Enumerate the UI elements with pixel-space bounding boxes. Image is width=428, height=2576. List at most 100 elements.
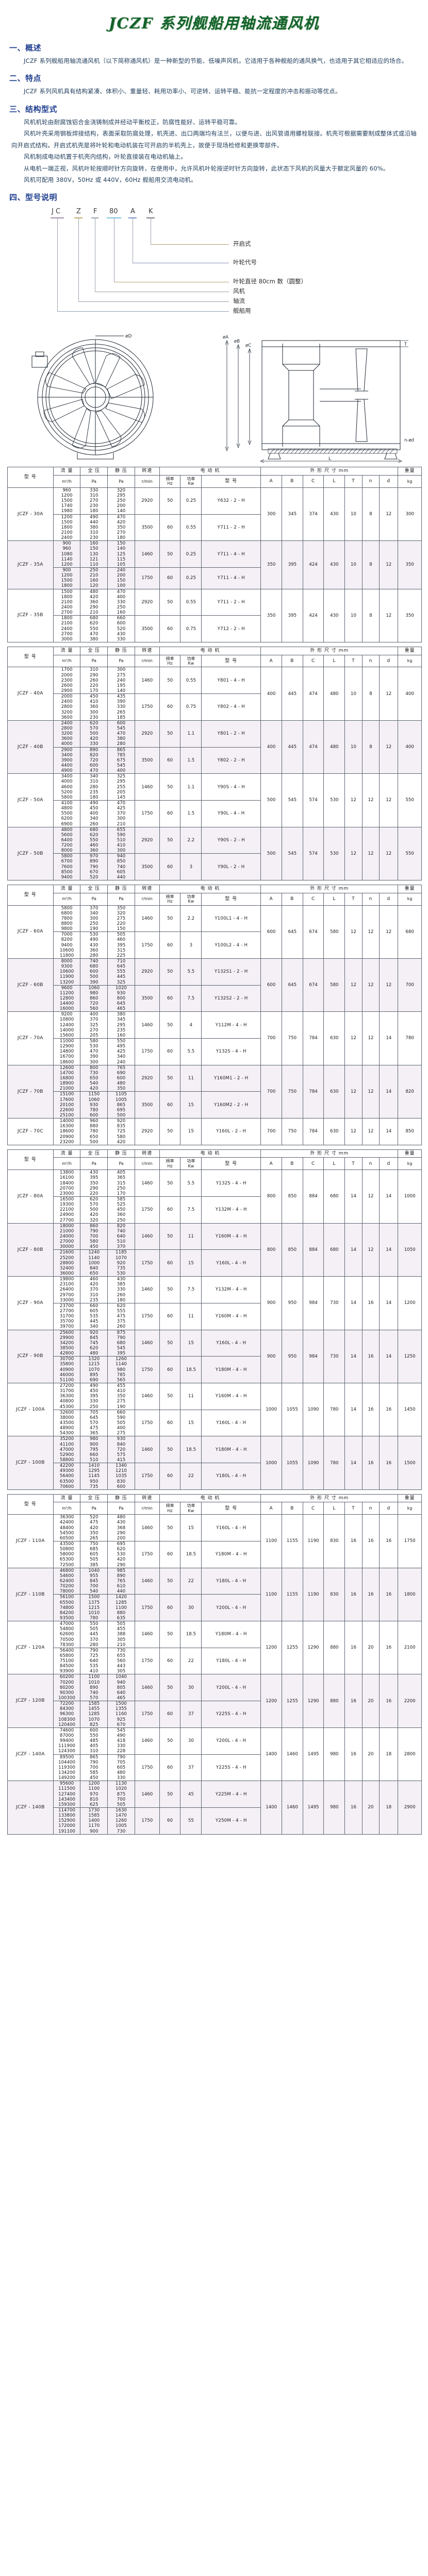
th-power: 功率 Kw bbox=[180, 892, 202, 906]
cell-static-pressure: 660 600 520 430 330 bbox=[107, 615, 135, 642]
cell-motor-type: Y802 - 4 - H bbox=[201, 693, 261, 721]
cell-flow: 60200 70200 80200 90300 100300 bbox=[53, 1674, 81, 1702]
cell-flow: 47000 54800 62600 70500 78300 bbox=[53, 1621, 81, 1648]
th-dim-c: C bbox=[302, 654, 324, 668]
cell-motor-type: Y132S - 4 - H bbox=[201, 1170, 261, 1197]
table-row: JCZF - 120B 60200 70200 80200 90300 100300 110… bbox=[7, 1674, 422, 1728]
cell-speed: 1750 bbox=[134, 1647, 160, 1675]
cell-total-pressure: 550 505 445 370 280 bbox=[80, 1621, 108, 1648]
spec-table-block: 型 号流 量全 压静 压转速电 动 机外 形 尺 寸 mm 重量 m³/h Pa Pa r… bbox=[7, 1494, 422, 1835]
cell-model: JCZF - 90B bbox=[7, 1329, 54, 1383]
cell-total-pressure: 705 645 570 475 365 bbox=[80, 1409, 108, 1437]
cell-dim-t: 14 bbox=[344, 1436, 363, 1490]
cell-dim-l: 830 bbox=[323, 1514, 345, 1568]
cell-speed: 1750 bbox=[134, 1038, 160, 1065]
cell-dim-c: 1190 bbox=[302, 1514, 324, 1568]
table-2: 型 号流 量全 压静 压转速电 动 机外 形 尺 寸 mm 重量 m³/h Pa Pa r… bbox=[7, 646, 422, 881]
cell-dim-a: 800 bbox=[260, 1170, 282, 1224]
cell-freq: 50 bbox=[159, 1781, 181, 1808]
cell-motor-type: Y712 - 2 - H bbox=[201, 615, 261, 642]
cell-motor-type: Y250M - 4 - H bbox=[201, 1807, 261, 1835]
cell-flow: 5800 6700 7600 8500 9400 bbox=[53, 853, 81, 881]
table-row: 2900 3400 3900 4400 4900 890 820 720 600 470 865 78… bbox=[8, 747, 422, 774]
cell-speed: 1460 bbox=[134, 1276, 160, 1303]
cell-power: 37 bbox=[180, 1754, 202, 1782]
th-flow: 流 量 bbox=[53, 1149, 81, 1158]
cell-motor-type: Y100L1 - 4 - H bbox=[201, 905, 261, 933]
cell-dim-b: 950 bbox=[282, 1276, 303, 1330]
svg-text:L: L bbox=[328, 456, 331, 462]
th-total-pressure: 全 压 bbox=[80, 885, 108, 893]
cell-dim-l: 780 bbox=[323, 1382, 345, 1437]
cell-total-pressure: 480 420 360 290 210 bbox=[80, 588, 108, 616]
table-row: JCZF - 70A 9200 10800 12400 14000 15600 400 370… bbox=[7, 1011, 422, 1065]
cell-weight: 300 bbox=[398, 487, 422, 541]
cell-static-pressure: 600 545 470 380 280 bbox=[107, 720, 135, 748]
cell-static-pressure: 470 425 370 300 210 bbox=[107, 800, 135, 827]
table-row: 15100 17600 20100 22600 25100 1150 1060 930 780 6… bbox=[8, 1091, 422, 1119]
table-row: 900 1200 1500 1800 250 210 160 120 240 200 150 100 1… bbox=[8, 567, 422, 589]
cell-motor-type: Y801 - 4 - H bbox=[201, 667, 261, 694]
th-motor-type: 型 号 bbox=[201, 654, 261, 668]
th-weight: 重量 bbox=[398, 885, 422, 893]
cell-power: 15 bbox=[180, 1329, 202, 1357]
cell-power: 5.5 bbox=[180, 1170, 202, 1197]
table-row: 43500 50800 58000 65300 72500 750 685 605 505 385… bbox=[8, 1540, 422, 1568]
cell-motor-type: Y90L - 2 - H bbox=[201, 853, 261, 881]
cell-dim-a: 500 bbox=[260, 826, 282, 881]
th-dim-t: T bbox=[344, 1502, 363, 1515]
cell-freq: 60 bbox=[159, 931, 181, 959]
th-dims-group: 外 形 尺 寸 mm bbox=[260, 467, 399, 476]
cell-dim-n: 16 bbox=[361, 1567, 380, 1622]
cell-freq: 60 bbox=[159, 800, 181, 827]
th-flow-unit: m³/h bbox=[53, 1502, 81, 1515]
cell-dim-d: 16 bbox=[379, 1674, 399, 1728]
table-row: JCZF - 110A 36300 42400 48400 54500 60500 520 4… bbox=[7, 1514, 422, 1568]
cell-power: 5.5 bbox=[180, 1038, 202, 1065]
cell-weight: 1200 bbox=[398, 1276, 422, 1330]
model-letter-f: F bbox=[93, 208, 97, 216]
th-total-pressure: 全 压 bbox=[80, 1149, 108, 1158]
th-motor-group: 电 动 机 bbox=[159, 467, 261, 476]
cell-flow: 900 960 1080 1140 1200 bbox=[53, 540, 81, 568]
cell-dim-c: 784 bbox=[302, 1064, 324, 1119]
cell-model: JCZF - 30A bbox=[7, 487, 54, 541]
cell-dim-d: 12 bbox=[379, 588, 399, 642]
cell-dim-n: 20 bbox=[361, 1674, 380, 1728]
cell-power: 2.2 bbox=[180, 905, 202, 933]
model-letter-a: A bbox=[130, 208, 135, 216]
cell-power: 11 bbox=[180, 1223, 202, 1250]
cell-freq: 60 bbox=[159, 1701, 181, 1728]
cell-freq: 60 bbox=[159, 693, 181, 721]
th-model: 型 号 bbox=[7, 885, 54, 906]
spec-table-block: 型 号流 量全 压静 压转速电 动 机外 形 尺 寸 mm 重量 m³/h Pa Pa r… bbox=[7, 467, 422, 642]
cell-dim-c: 574 bbox=[302, 773, 324, 827]
cell-static-pressure: 545 490 418 330 228 bbox=[107, 1727, 135, 1755]
cell-total-pressure: 250 210 160 120 bbox=[80, 567, 108, 589]
cell-motor-type: Y132S2 - 2 - H bbox=[201, 985, 261, 1012]
cell-flow: 74600 87000 99400 111900 124300 bbox=[53, 1727, 81, 1755]
svg-text:øD: øD bbox=[125, 334, 132, 339]
th-dim-b: B bbox=[282, 1157, 303, 1171]
th-total-pressure-unit: Pa bbox=[80, 1157, 108, 1171]
cell-flow: 16500 19300 22100 24900 27700 bbox=[53, 1196, 81, 1224]
cell-dim-b: 1055 bbox=[282, 1382, 303, 1437]
cell-freq: 60 bbox=[159, 1196, 181, 1224]
section-heading-structure: 三、结构型式 bbox=[9, 104, 58, 114]
th-freq: 频率 Hz bbox=[159, 1502, 181, 1515]
cell-flow: 43500 50800 58000 65300 72500 bbox=[53, 1540, 81, 1568]
cell-weight: 2900 bbox=[398, 1781, 422, 1835]
th-dim-c: C bbox=[302, 1157, 324, 1171]
th-speed: 转速 bbox=[134, 1149, 160, 1158]
cell-model: JCZF - 100A bbox=[7, 1382, 54, 1437]
cell-static-pressure: 1340 1210 1035 830 600 bbox=[107, 1463, 135, 1490]
cell-static-pressure: 1420 1285 1100 880 635 bbox=[107, 1594, 135, 1622]
cell-power: 15 bbox=[180, 1514, 202, 1541]
th-weight: 重量 bbox=[398, 646, 422, 655]
cell-weight: 1750 bbox=[398, 1514, 422, 1568]
cell-dim-c: 784 bbox=[302, 1011, 324, 1065]
cell-dim-a: 800 bbox=[260, 1223, 282, 1277]
cell-freq: 50 bbox=[159, 1674, 181, 1702]
